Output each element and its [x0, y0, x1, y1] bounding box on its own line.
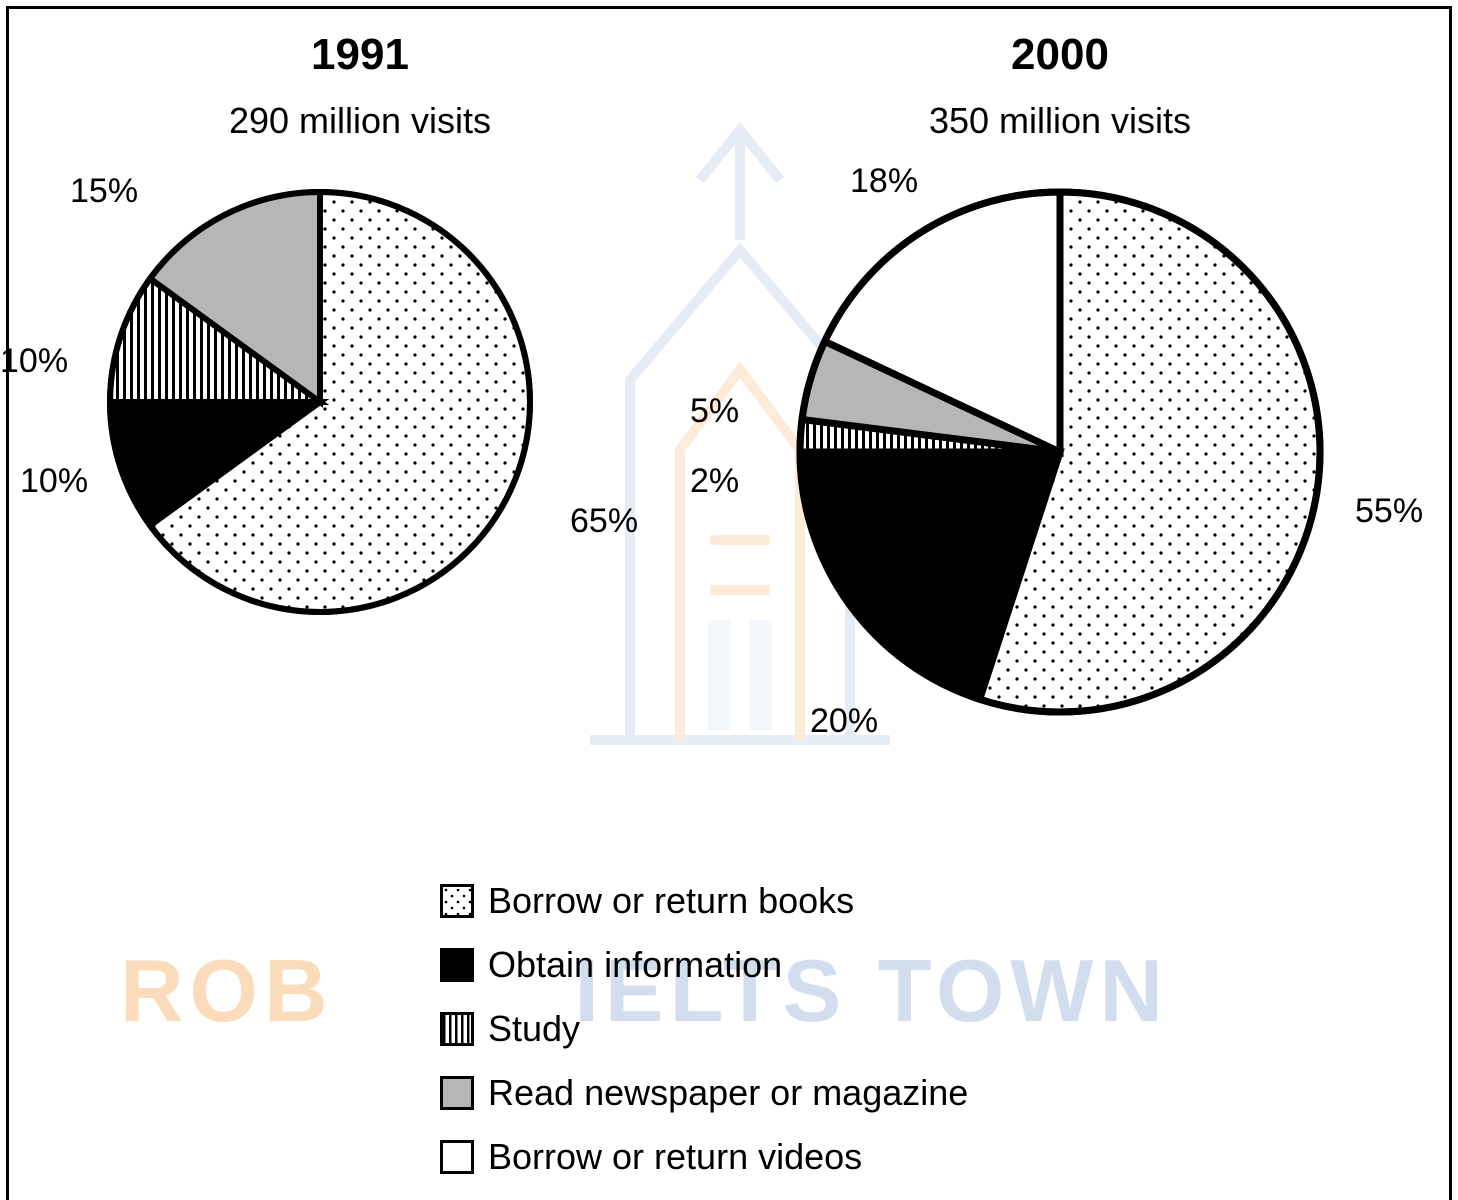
legend-swatch: [440, 1076, 474, 1110]
slice-label: 18%: [850, 162, 918, 201]
legend-item: Obtain information: [440, 944, 968, 986]
slice-label: 20%: [810, 702, 878, 741]
legend-label: Obtain information: [488, 944, 782, 986]
slice-label: 10%: [20, 462, 88, 501]
slice-label: 5%: [690, 392, 739, 431]
chart-subtitle: 350 million visits: [680, 100, 1440, 142]
slice-label: 15%: [70, 172, 138, 211]
legend-swatch: [440, 884, 474, 918]
slice-label: 65%: [570, 502, 638, 541]
slice-label: 10%: [0, 342, 68, 381]
legend-item: Study: [440, 1008, 968, 1050]
chart-title: 2000: [680, 30, 1440, 80]
legend-label: Borrow or return books: [488, 880, 854, 922]
legend: Borrow or return books Obtain information…: [440, 880, 968, 1200]
legend-item: Read newspaper or magazine: [440, 1072, 968, 1114]
chart-1991: 1991 290 million visits 65%10%10%15%: [60, 30, 660, 662]
legend-item: Borrow or return books: [440, 880, 968, 922]
legend-swatch: [440, 1012, 474, 1046]
chart-subtitle: 290 million visits: [60, 100, 660, 142]
pie-svg: [680, 162, 1440, 762]
legend-swatch: [440, 1140, 474, 1174]
slice-label: 55%: [1355, 492, 1423, 531]
legend-swatch: [440, 948, 474, 982]
legend-label: Study: [488, 1008, 580, 1050]
legend-label: Borrow or return videos: [488, 1136, 862, 1178]
pie-wrap: 65%10%10%15%: [60, 162, 660, 662]
pie-wrap: 55% 20% 2% 5% 18%: [680, 162, 1440, 762]
pie-svg: [60, 162, 660, 662]
slice-label: 2%: [690, 462, 739, 501]
chart-title: 1991: [60, 30, 660, 80]
charts-row: 1991290 million visits 65%10%10%15%20003…: [0, 30, 1458, 800]
legend-item: Borrow or return videos: [440, 1136, 968, 1178]
chart-2000: 2000 350 million visits 55% 20% 2% 5% 18%: [680, 30, 1440, 762]
legend-label: Read newspaper or magazine: [488, 1072, 968, 1114]
